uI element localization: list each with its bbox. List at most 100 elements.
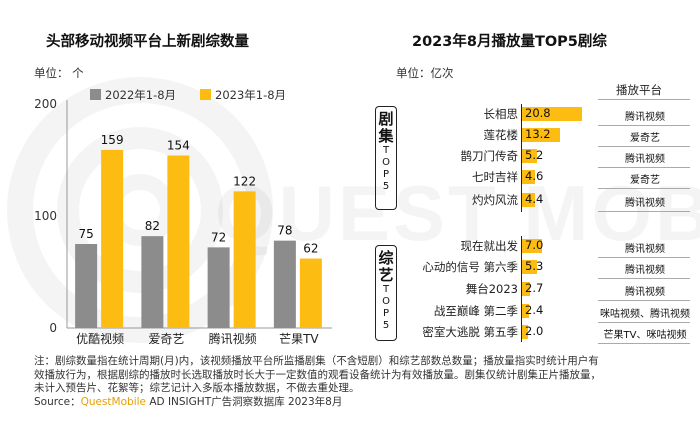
- variety-category-box: 综 艺 T O P 5: [375, 245, 397, 341]
- platform-label: 咪咕视频、腾讯视频: [600, 309, 690, 320]
- play-volume-value: 13.2: [525, 127, 551, 141]
- play-volume-bar: [522, 170, 536, 184]
- drama-cat-char-2: 集: [378, 127, 394, 145]
- footnote-line-2: 效播放行为，根据剧综的播放时长选取播放时长大于一定数值的观看设备统计为有效播放量…: [34, 368, 601, 381]
- legend-2022: 2022年1-8月: [90, 87, 176, 103]
- platform-label: 爱奇艺: [630, 175, 660, 186]
- platform-label: 腾讯视频: [625, 244, 665, 255]
- x-category-label: 爱奇艺: [148, 332, 184, 346]
- y-tick-label: 100: [34, 209, 57, 223]
- drama-cat-5: 5: [382, 181, 390, 192]
- left-chart-title: 头部移动视频平台上新剧综数量: [46, 34, 249, 50]
- source-rest: AD INSIGHT广告洞察数据库 2023年8月: [146, 395, 343, 408]
- show-name: 舞台2023: [465, 282, 518, 296]
- legend-swatch-2022: [90, 89, 101, 100]
- play-volume-value: 2.7: [525, 281, 544, 295]
- play-volume-bar: [522, 282, 530, 296]
- platform-label: 芒果TV、咪咕视频: [603, 330, 687, 341]
- play-volume-bar: [522, 325, 528, 339]
- bar-2023: [299, 258, 322, 328]
- legend-2023: 2023年1-8月: [200, 87, 286, 103]
- bar-2023: [233, 191, 256, 328]
- drama-category-box: 剧 集 T O P 5: [375, 106, 397, 210]
- bar-value-label: 72: [211, 230, 226, 244]
- bar-2022: [273, 240, 296, 328]
- left-bar-chart: 0 100 200 75 159 优酷视频 82 154 爱奇艺 72 122 腾讯视频 78 62 芒果T…: [34, 97, 332, 346]
- platform-separator: [598, 146, 690, 147]
- play-volume-bar: [522, 260, 538, 274]
- drama-cat-char-1: 剧: [378, 110, 394, 128]
- bar-value-label: 82: [145, 219, 160, 233]
- show-name: 长相思: [483, 107, 519, 121]
- legend-swatch-2023: [200, 89, 211, 100]
- play-volume-value: 5.3: [525, 259, 544, 273]
- show-name: 七时吉祥: [472, 170, 518, 184]
- platform-separator: [598, 343, 690, 344]
- footnote-source: Source：QuestMobile AD INSIGHT广告洞察数据库 202…: [34, 396, 674, 410]
- platform-separator: [598, 188, 690, 189]
- play-volume-bar: [522, 193, 535, 207]
- platform-separator: [598, 278, 690, 279]
- platform-separator: [598, 322, 690, 323]
- x-category-label: 芒果TV: [279, 331, 319, 346]
- bar-2022: [207, 247, 230, 328]
- variety-cat-char-1: 综: [378, 249, 394, 267]
- platform-header: 播放平台: [616, 83, 662, 97]
- x-category-label: 优酷视频: [76, 331, 124, 346]
- bar-value-label: 154: [167, 139, 190, 153]
- play-volume-value: 2.4: [525, 303, 544, 317]
- show-name: 战至巅峰 第二季: [433, 304, 518, 318]
- play-volume-value: 4.4: [525, 192, 544, 206]
- legend-label-2022: 2022年1-8月: [105, 88, 177, 102]
- platform-header-line: [598, 99, 690, 100]
- show-name: 心动的信号 第六季: [422, 260, 518, 274]
- variety-cat-o: O: [382, 296, 390, 307]
- show-name: 灼灼风流: [472, 193, 518, 207]
- play-volume-value: 7.0: [525, 238, 544, 252]
- play-volume-bar: [522, 128, 561, 142]
- x-category-label: 腾讯视频: [209, 331, 257, 346]
- play-volume-bar: [522, 107, 583, 121]
- play-volume-value: 20.8: [525, 106, 551, 120]
- platform-label: 腾讯视频: [625, 198, 665, 209]
- platform-label: 腾讯视频: [625, 112, 665, 123]
- bar-value-label: 159: [101, 133, 124, 147]
- play-volume-bar: [522, 304, 529, 318]
- left-unit-label: 单位： 个: [34, 66, 84, 80]
- bar-2023: [167, 155, 190, 328]
- footnote-line-1: 注：剧综数量指在统计周期(月)内，该视频播放平台所监播剧集（不含短剧）和综艺部数…: [34, 355, 599, 367]
- play-volume-value: 5.2: [525, 148, 544, 162]
- variety-cat-char-2: 艺: [378, 266, 394, 284]
- legend-label-2023: 2023年1-8月: [215, 88, 287, 102]
- platform-label: 腾讯视频: [625, 265, 665, 276]
- right-chart-title: 2023年8月播放量TOP5剧综: [412, 34, 607, 50]
- footnote-line-3: 未计入预告片、花絮等；综艺记计入多版本播放数据，不做去重处理。: [34, 382, 360, 394]
- platform-separator: [598, 125, 690, 126]
- bar-value-label: 78: [277, 224, 292, 238]
- platform-label: 腾讯视频: [625, 154, 665, 165]
- drama-cat-p: P: [382, 169, 390, 180]
- play-volume-bar: [522, 239, 543, 253]
- bar-value-label: 62: [303, 242, 318, 256]
- variety-cat-t: T: [382, 284, 390, 295]
- show-name: 莲花楼: [483, 128, 519, 142]
- drama-cat-t: T: [382, 145, 390, 156]
- bar-2022: [141, 236, 164, 328]
- show-name: 密室大逃脱 第五季: [422, 325, 518, 339]
- play-volume-value: 4.6: [525, 169, 544, 183]
- drama-axis-line: [521, 104, 522, 212]
- bar-2022: [75, 244, 98, 328]
- bar-2023: [101, 149, 124, 328]
- y-tick-label: 200: [34, 97, 57, 111]
- footnote: 注：剧综数量指在统计周期(月)内，该视频播放平台所监播剧集（不含短剧）和综艺部数…: [34, 355, 674, 409]
- platform-separator: [598, 211, 690, 212]
- play-volume-value: 2.0: [525, 324, 544, 338]
- drama-cat-o: O: [382, 157, 390, 168]
- variety-cat-p: P: [382, 308, 390, 319]
- show-name: 鹊刀门传奇: [460, 149, 519, 163]
- platform-separator: [598, 167, 690, 168]
- bar-value-label: 122: [233, 174, 256, 188]
- y-tick-label: 0: [49, 321, 57, 335]
- platform-label: 腾讯视频: [625, 287, 665, 298]
- show-name: 现在就出发: [460, 239, 519, 253]
